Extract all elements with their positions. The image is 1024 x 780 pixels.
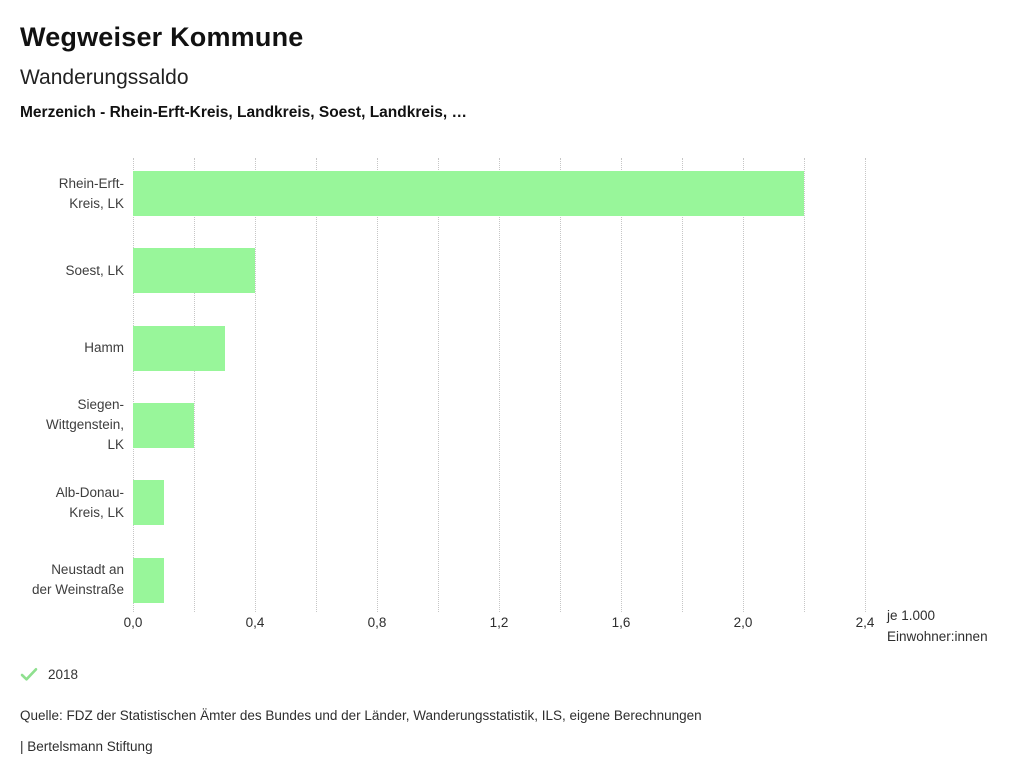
x-axis-unit-line1: je 1.000 bbox=[887, 608, 936, 623]
legend[interactable]: 2018 bbox=[20, 667, 78, 682]
gridline bbox=[743, 158, 744, 612]
category-axis: Rhein-Erft- Kreis, LK Soest, LK Hamm Siegen-… bbox=[0, 158, 133, 612]
plot-area bbox=[133, 158, 866, 612]
category-label-2: Hamm bbox=[84, 340, 124, 356]
x-tick-label-0: 0,0 bbox=[123, 615, 143, 630]
gridline bbox=[255, 158, 256, 612]
x-axis: 0,0 0,4 0,8 1,2 1,6 2,0 2,4 bbox=[124, 615, 875, 635]
x-axis-unit-label: je 1.000 Einwohner:innen bbox=[887, 605, 988, 647]
gridline bbox=[499, 158, 500, 612]
x-axis-unit-line2: Einwohner:innen bbox=[887, 629, 988, 644]
category-label-4: Alb-Donau- Kreis, LK bbox=[55, 484, 124, 520]
x-tick-label-4: 1,6 bbox=[611, 615, 631, 630]
bar-5[interactable] bbox=[133, 557, 164, 603]
check-icon bbox=[20, 668, 38, 681]
x-tick-label-3: 1,2 bbox=[489, 615, 509, 630]
x-tick-label-5: 2,0 bbox=[733, 615, 753, 630]
x-tick-label-6: 2,4 bbox=[855, 615, 875, 630]
chart-filter-line: Merzenich - Rhein-Erft-Kreis, Landkreis,… bbox=[20, 104, 468, 121]
x-tick-label-1: 0,4 bbox=[245, 615, 265, 630]
branding-text: | Bertelsmann Stiftung bbox=[20, 739, 153, 754]
gridline bbox=[316, 158, 317, 612]
gridline bbox=[560, 158, 561, 612]
bar-1[interactable] bbox=[133, 248, 255, 294]
legend-year-label: 2018 bbox=[48, 667, 79, 682]
category-label-0: Rhein-Erft- Kreis, LK bbox=[58, 175, 124, 211]
gridline bbox=[804, 158, 805, 612]
category-label-3: Siegen- Wittgenstein, LK bbox=[45, 397, 124, 453]
bar-4[interactable] bbox=[133, 480, 164, 526]
gridline bbox=[621, 158, 622, 612]
gridline bbox=[682, 158, 683, 612]
category-label-1: Soest, LK bbox=[65, 262, 124, 278]
gridline bbox=[865, 158, 866, 612]
gridline bbox=[377, 158, 378, 612]
x-tick-label-2: 0,8 bbox=[367, 615, 387, 630]
page-title: Wegweiser Kommune bbox=[20, 22, 304, 52]
bar-0[interactable] bbox=[133, 171, 804, 216]
chart-title: Wanderungssaldo bbox=[20, 66, 189, 89]
bar-3[interactable] bbox=[133, 402, 194, 448]
bar-2[interactable] bbox=[133, 325, 225, 371]
category-label-5: Neustadt an der Weinstraße bbox=[31, 562, 124, 597]
gridline bbox=[438, 158, 439, 612]
source-text: Quelle: FDZ der Statistischen Ämter des … bbox=[20, 708, 702, 723]
gridline bbox=[133, 158, 134, 612]
gridline bbox=[194, 158, 195, 612]
